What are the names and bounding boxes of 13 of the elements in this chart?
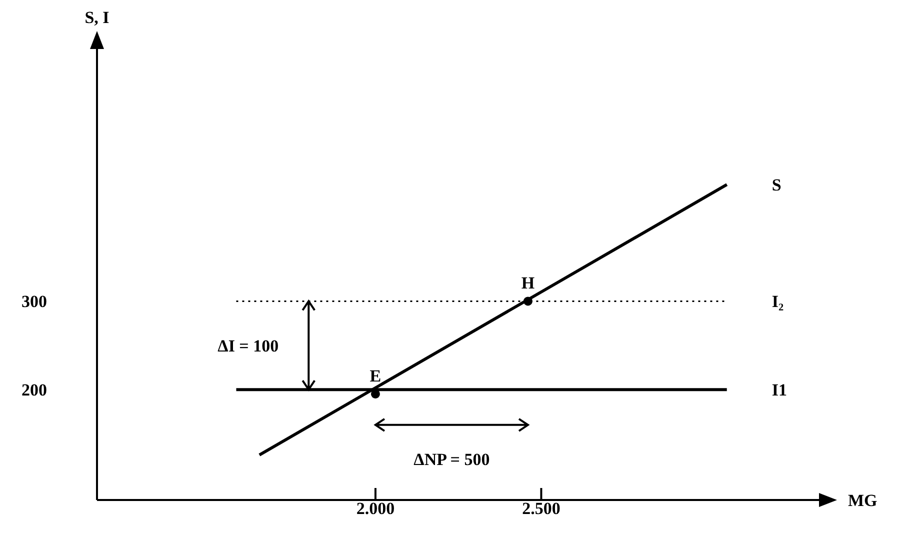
series-label: E	[370, 366, 382, 386]
text: I1	[772, 380, 787, 400]
x-axis-title: MG	[848, 491, 878, 510]
y-axis-title: S, I	[84, 8, 110, 27]
x-tick-label: 2.000	[356, 499, 395, 518]
y-tick-label: 300	[22, 292, 47, 312]
text: S	[772, 176, 782, 195]
text: I₂	[772, 292, 784, 312]
y-tick-label: 200	[22, 380, 47, 400]
series-label: H	[521, 274, 535, 293]
annotation: ΔNP = 500	[414, 450, 490, 469]
annotation: ΔI = 100	[218, 336, 279, 356]
x-tick-label: 2.500	[522, 499, 560, 518]
